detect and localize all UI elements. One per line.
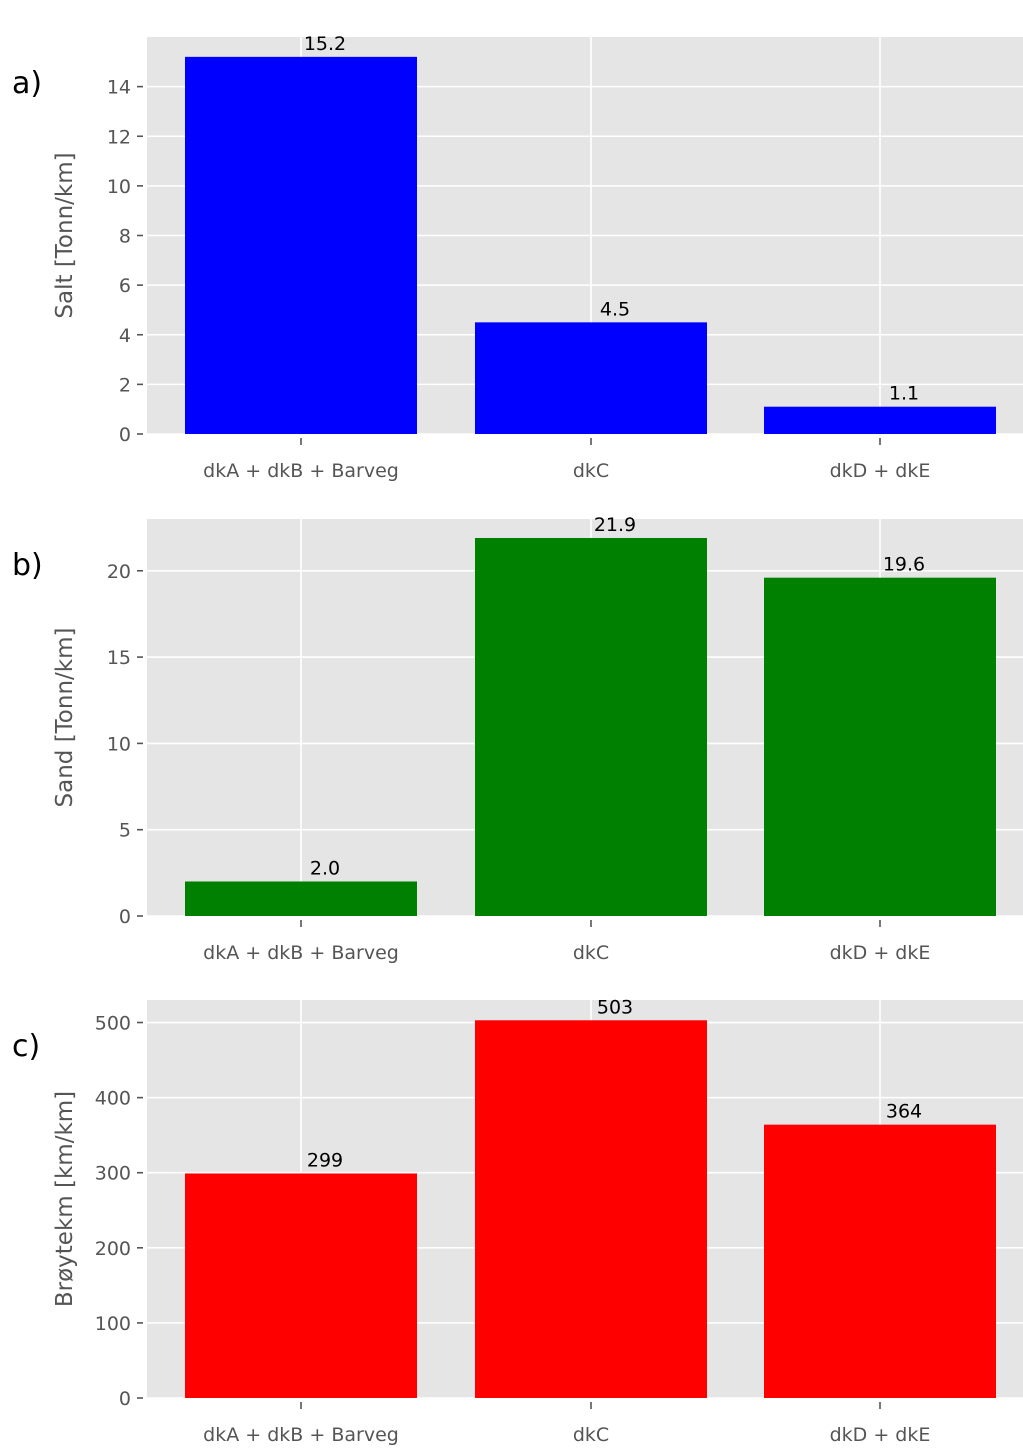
x-tick-label: dkD + dkE xyxy=(830,1424,931,1446)
y-tick-label: 8 xyxy=(119,226,131,248)
y-tick-label: 5 xyxy=(119,820,131,842)
bar-3 xyxy=(764,577,996,916)
y-axis-label: Brøytekm [km/km] xyxy=(52,1091,78,1307)
y-tick-label: 10 xyxy=(107,733,131,755)
chart-panel-2: 0 5 10 15 20 2.0 dkA + dkB + Barveg 21.9 dkC 19.6… xyxy=(12,514,1023,964)
bar-value-label: 364 xyxy=(886,1101,922,1123)
x-tick-label: dkA + dkB + Barveg xyxy=(203,942,399,964)
y-tick-label: 200 xyxy=(95,1238,131,1260)
chart-panel-3: 0 100 200 300 400 500 299 dkA + dkB + Barveg 503… xyxy=(12,996,1023,1446)
panel-label: a) xyxy=(12,66,42,101)
y-tick-label: 400 xyxy=(95,1088,131,1110)
y-tick-label: 2 xyxy=(119,374,131,396)
x-tick-label: dkC xyxy=(573,942,609,964)
x-tick-label: dkD + dkE xyxy=(830,942,931,964)
bar-value-label: 15.2 xyxy=(304,33,346,55)
y-tick-label: 6 xyxy=(119,275,131,297)
chart-panel-1: 0 2 4 6 8 10 12 14 15.2 dkA + dkB + Barveg 4.5 dkC 1… xyxy=(12,33,1023,482)
x-tick-label: dkC xyxy=(573,1424,609,1446)
bar-1 xyxy=(185,56,417,434)
bar-value-label: 299 xyxy=(307,1149,343,1171)
x-tick-label: dkA + dkB + Barveg xyxy=(203,1424,399,1446)
bar-2 xyxy=(475,537,707,916)
bar-value-label: 19.6 xyxy=(883,554,925,576)
y-tick-label: 20 xyxy=(107,561,131,583)
y-tick-label: 0 xyxy=(119,906,131,928)
y-tick-label: 300 xyxy=(95,1163,131,1185)
y-axis-label: Salt [Tonn/km] xyxy=(52,152,78,318)
y-axis-label: Sand [Tonn/km] xyxy=(52,628,78,808)
bar-value-label: 4.5 xyxy=(600,298,630,320)
x-tick-label: dkA + dkB + Barveg xyxy=(203,460,399,482)
y-tick-label: 0 xyxy=(119,1388,131,1410)
y-tick-label: 15 xyxy=(107,647,131,669)
y-tick-label: 500 xyxy=(95,1013,131,1035)
x-tick-label: dkD + dkE xyxy=(830,460,931,482)
bar-value-label: 1.1 xyxy=(889,383,919,405)
bar-3 xyxy=(764,1124,996,1398)
bar-value-label: 21.9 xyxy=(594,514,636,536)
bar-2 xyxy=(475,1020,707,1398)
bar-2 xyxy=(475,322,707,434)
y-tick-label: 10 xyxy=(107,176,131,198)
bar-value-label: 2.0 xyxy=(310,857,340,879)
bar-value-label: 503 xyxy=(597,996,633,1018)
bar-3 xyxy=(764,406,996,434)
y-tick-label: 100 xyxy=(95,1313,131,1335)
bar-1 xyxy=(185,881,417,916)
bar-1 xyxy=(185,1173,417,1398)
x-tick-label: dkC xyxy=(573,460,609,482)
y-tick-label: 4 xyxy=(119,325,131,347)
y-tick-label: 14 xyxy=(107,77,131,99)
panel-label: c) xyxy=(12,1029,40,1064)
panel-label: b) xyxy=(12,548,43,583)
y-tick-label: 0 xyxy=(119,424,131,446)
y-tick-label: 12 xyxy=(107,126,131,148)
